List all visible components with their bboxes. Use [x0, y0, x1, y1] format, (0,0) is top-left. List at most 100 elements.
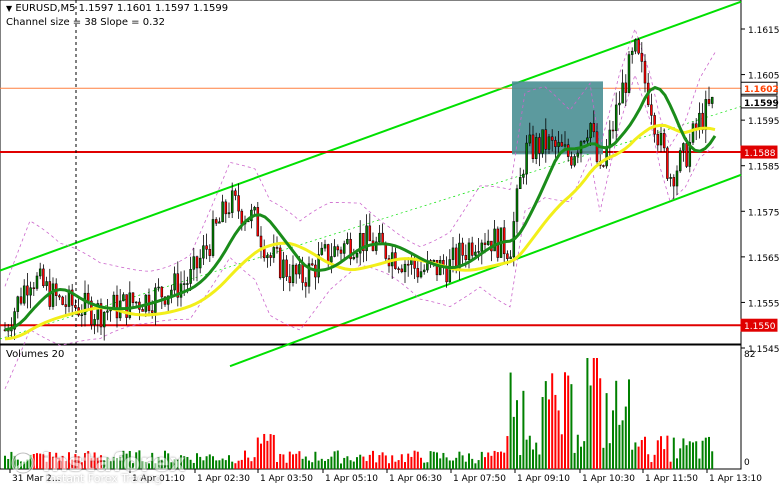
volume-bar: [167, 453, 170, 469]
volume-bar: [692, 442, 694, 469]
volume-bar: [119, 457, 122, 469]
volume-bar: [250, 461, 253, 469]
candle-body: [342, 243, 346, 254]
candle-body: [602, 165, 605, 167]
volume-bar: [336, 450, 339, 469]
candle-body: [410, 259, 413, 265]
volume-bar: [256, 437, 259, 469]
volume-bar: [324, 460, 326, 469]
volume-bar: [125, 453, 128, 469]
volume-bar: [144, 461, 147, 469]
time-tick-label: 1 Apr 03:50: [260, 474, 313, 484]
volume-bar: [346, 456, 349, 469]
instaforex-logo-icon: [11, 451, 35, 474]
candle-body: [515, 188, 519, 222]
volume-bar: [708, 436, 710, 469]
candle-body: [99, 303, 103, 328]
candle-body: [509, 256, 512, 259]
candle-body: [451, 247, 455, 260]
volume-bar: [224, 460, 227, 469]
volume-bar: [426, 462, 429, 469]
volume-bar: [599, 378, 602, 469]
price-tick-label: 1.1605: [748, 72, 780, 82]
volume-bar: [468, 453, 470, 469]
candle-body: [518, 177, 522, 190]
volume-bar: [711, 451, 714, 469]
volume-bar: [122, 450, 125, 469]
candle-body: [176, 273, 180, 298]
candle-body: [326, 244, 330, 263]
candle-body: [435, 259, 439, 276]
volume-bar: [580, 446, 582, 469]
candle-body: [397, 268, 400, 270]
volume-bar: [410, 456, 413, 469]
candle-body: [586, 137, 589, 142]
candle-body: [32, 287, 36, 289]
collapse-triangle-icon[interactable]: ▼: [6, 4, 13, 13]
candle-body: [422, 269, 426, 272]
volume-bar: [653, 454, 656, 469]
volume-bar: [240, 459, 243, 469]
candle-body: [678, 150, 682, 172]
volume-bar: [404, 462, 406, 469]
volume-bar: [333, 451, 336, 469]
volume-bar: [4, 455, 6, 469]
volume-bar: [330, 456, 333, 469]
volume-bar: [573, 452, 576, 469]
volume-bar: [215, 460, 218, 469]
volume-bar: [567, 375, 570, 469]
volume-bar: [202, 460, 205, 469]
candle-body: [486, 240, 490, 245]
candle-body: [208, 249, 212, 256]
candle-body: [707, 99, 711, 104]
candle-body: [467, 242, 471, 260]
volume-bar: [189, 459, 192, 469]
price-tick-label: 1.1615: [748, 26, 780, 36]
candle-body: [416, 268, 420, 278]
volume-bar: [74, 454, 77, 469]
candle-body: [93, 319, 96, 326]
volume-bar: [196, 453, 198, 469]
candle-body: [528, 134, 532, 144]
candle-body: [682, 143, 685, 151]
volume-bar: [602, 447, 605, 469]
volume-max-label: 82: [744, 350, 755, 360]
candle-body: [218, 221, 221, 224]
volume-bar: [231, 461, 234, 469]
candle-body: [157, 286, 160, 289]
candle-body: [592, 123, 596, 133]
candle-body: [662, 133, 666, 149]
candle-body: [406, 263, 410, 266]
volume-bar: [173, 459, 176, 469]
price-tag-mid: 1.1588: [744, 149, 776, 159]
volume-bar: [103, 460, 106, 469]
candle-body: [256, 207, 260, 237]
price-tick-label: 1.1565: [748, 254, 780, 264]
time-tick-label: 1 Apr 06:30: [389, 474, 442, 484]
candle-body: [29, 287, 32, 296]
volume-bar: [471, 458, 474, 469]
candle-body: [160, 286, 164, 298]
candle-body: [86, 292, 90, 302]
volume-bar: [253, 457, 256, 469]
candle-body: [538, 137, 541, 154]
candle-body: [614, 104, 618, 131]
candle-body: [637, 39, 640, 54]
candle-body: [221, 201, 224, 223]
volume-bar: [320, 458, 323, 469]
candle-body: [560, 142, 564, 147]
volume-bar: [564, 372, 566, 469]
ma-fast-green-line: [4, 85, 717, 332]
volume-bar: [500, 451, 502, 469]
candle-body: [493, 228, 496, 252]
volume-bar: [199, 456, 202, 469]
volume-bar: [618, 424, 621, 469]
volume-bar: [586, 358, 589, 469]
volume-bar: [631, 449, 634, 469]
volume-bar: [528, 435, 531, 469]
volume-bar: [234, 463, 237, 469]
price-pane-frame: [0, 0, 742, 345]
volume-bar: [205, 456, 208, 469]
